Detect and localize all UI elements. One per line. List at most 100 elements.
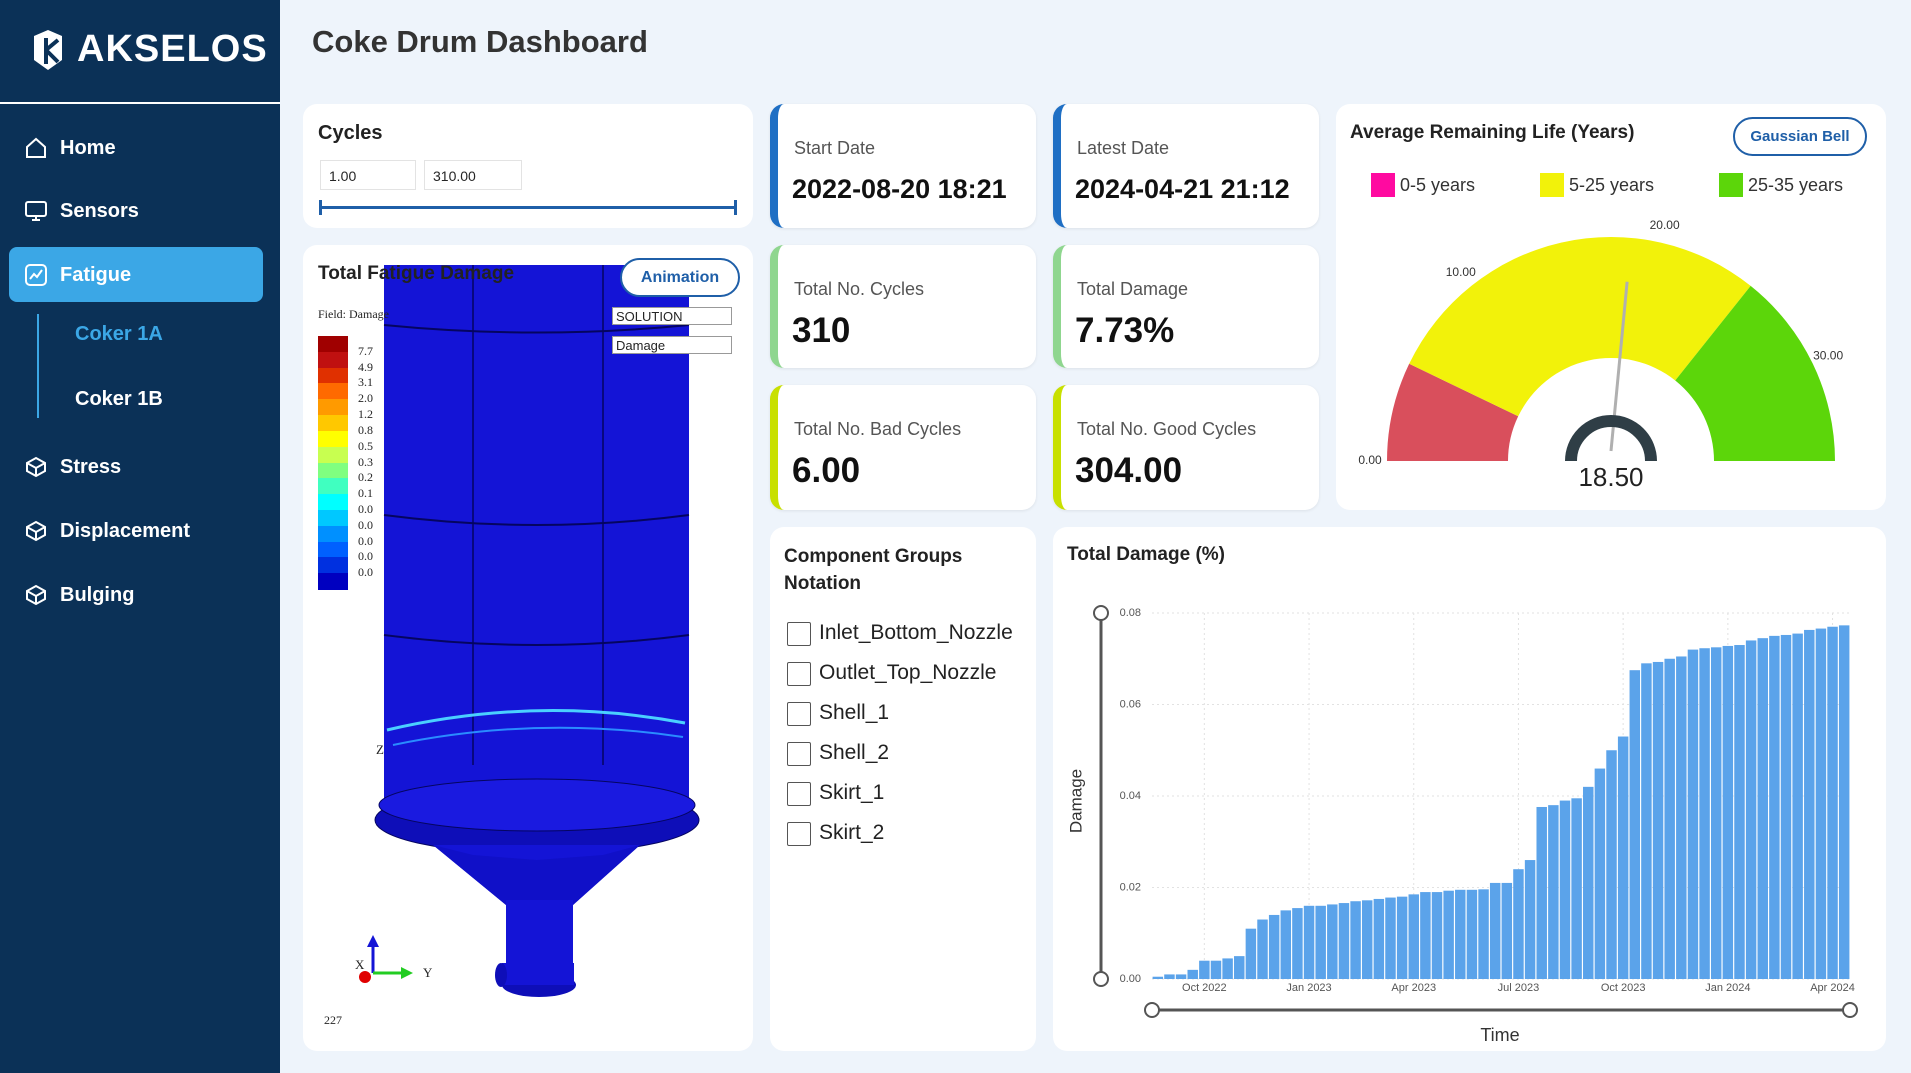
checkbox-label[interactable]: Outlet_Top_Nozzle — [819, 661, 997, 684]
nav-item[interactable]: Fatigue — [60, 264, 132, 286]
logo-icon — [34, 30, 62, 70]
logo-text: AKSELOS — [77, 28, 268, 70]
stress-icon — [26, 456, 46, 478]
kpi-card: Latest Date 2024-04-21 21:12 — [1053, 104, 1319, 228]
colorbar-swatch — [318, 509, 348, 527]
axis-label: Y — [423, 965, 433, 980]
colorbar-label: 0.3 — [358, 454, 373, 469]
checkbox-label[interactable]: Inlet_Bottom_Nozzle — [819, 621, 1013, 644]
bulging-icon — [26, 584, 46, 606]
gauge-panel: Average Remaining Life (Years) Gaussian … — [1336, 104, 1886, 510]
colorbar-swatch — [318, 351, 348, 369]
kpi-value: 310 — [792, 311, 851, 350]
colorbar-label: 1.2 — [358, 407, 373, 422]
sidebar: AKSELOS Home Sensors Fatigue Coker 1A Co… — [0, 0, 280, 1073]
max-input[interactable]: 310.00 — [424, 160, 522, 190]
checkbox[interactable] — [787, 822, 811, 846]
gaussian-bell-button[interactable]: Gaussian Bell — [1733, 117, 1867, 156]
colorbar-swatch — [318, 415, 348, 432]
checkbox[interactable] — [787, 662, 811, 686]
colorbar-label: 0.0 — [358, 501, 373, 516]
kpi-label: Start Date — [794, 138, 876, 158]
colorbar-swatch — [318, 462, 348, 479]
checkbox[interactable] — [787, 702, 811, 726]
slider-handle[interactable] — [734, 200, 737, 215]
colorbar-swatch — [318, 367, 348, 384]
kpi-value: 2024-04-21 21:12 — [1075, 174, 1290, 204]
fatigue-panel: Total Fatigue Damage Animation SOLUTION … — [303, 245, 753, 1051]
checkbox-label[interactable]: Shell_1 — [819, 701, 890, 724]
colorbar-swatch — [318, 557, 348, 574]
colorbar-swatch — [318, 430, 348, 448]
kpi-value: 304.00 — [1075, 451, 1183, 490]
colorbar-swatch — [318, 336, 348, 353]
panel-title: Cycles — [318, 122, 383, 144]
min-input[interactable]: 1.00 — [320, 160, 416, 190]
colorbar-swatch — [318, 383, 348, 400]
kpi-card: Total No. Cycles 310 — [770, 245, 1036, 368]
active-nav — [9, 247, 263, 302]
fatigue-icon — [25, 264, 47, 286]
checkbox[interactable] — [787, 622, 811, 646]
colorbar-label: 7.7 — [358, 343, 373, 358]
displacement-icon — [26, 520, 46, 542]
subnav-line — [37, 314, 39, 418]
nav-item[interactable]: Stress — [60, 456, 122, 478]
components-panel: Component Groups Notation Inlet_Bottom_N… — [770, 527, 1036, 1051]
kpi-value: 6.00 — [792, 451, 861, 490]
divider — [0, 102, 280, 104]
checkbox-label[interactable]: Shell_2 — [819, 741, 890, 764]
cycles-panel: Cycles 1.00 310.00 — [303, 104, 753, 228]
frame-label: 227 — [324, 1013, 342, 1027]
checkbox[interactable] — [787, 782, 811, 806]
field-label: Field: Damage — [318, 307, 389, 321]
slider-handle[interactable] — [319, 200, 322, 215]
select[interactable]: Damage — [612, 336, 732, 354]
axis-label: Z — [376, 742, 384, 757]
axis-label: X — [355, 957, 365, 972]
sensors-icon — [25, 201, 47, 221]
home-icon — [26, 137, 46, 158]
panel-title: Component Groups Notation — [784, 546, 963, 594]
kpi-card: Start Date 2022-08-20 18:21 — [770, 104, 1036, 228]
colorbar-swatch — [318, 525, 348, 543]
colorbar-label: 4.9 — [358, 359, 373, 374]
colorbar-label: 0.0 — [358, 533, 373, 548]
colorbar-label: 2.0 — [358, 391, 373, 406]
nav-subitem[interactable]: Coker 1B — [75, 388, 163, 410]
checkbox-label[interactable]: Skirt_1 — [819, 781, 885, 804]
colorbar-swatch — [318, 399, 348, 416]
kpi-label: Total No. Cycles — [794, 279, 925, 299]
colorbar-label: 0.2 — [358, 470, 373, 485]
nav-item[interactable]: Sensors — [60, 200, 139, 222]
kpi-label: Total No. Bad Cycles — [794, 419, 962, 439]
kpi-card: Total Damage 7.73% — [1053, 245, 1319, 368]
animation-button[interactable]: Animation — [620, 258, 740, 297]
kpi-label: Total No. Good Cycles — [1077, 419, 1257, 439]
colorbar-swatch — [318, 478, 348, 495]
checkbox-label[interactable]: Skirt_2 — [819, 821, 885, 844]
panel-title: Average Remaining Life (Years) — [1350, 122, 1635, 143]
colorbar-label: 3.1 — [358, 375, 373, 390]
range-slider[interactable] — [320, 206, 736, 209]
damage-chart-panel: Total Damage (%) — [1053, 527, 1886, 1051]
nav-item[interactable]: Bulging — [60, 584, 135, 606]
panel-title: Total Damage (%) — [1067, 544, 1226, 565]
kpi-value: 7.73% — [1075, 311, 1175, 350]
kpi-value: 2022-08-20 18:21 — [792, 174, 1007, 204]
nav-item[interactable]: Displacement — [60, 520, 191, 542]
colorbar-swatch — [318, 446, 348, 463]
colorbar-label: 0.1 — [358, 486, 373, 501]
page-title: Coke Drum Dashboard — [312, 24, 648, 59]
kpi-card: Total No. Bad Cycles 6.00 — [770, 385, 1036, 510]
colorbar-label: 0.0 — [358, 549, 373, 564]
colorbar-label: 0.8 — [358, 422, 373, 437]
panel-title: Total Fatigue Damage — [318, 263, 515, 284]
nav-subitem[interactable]: Coker 1A — [75, 323, 163, 345]
colorbar-swatch — [318, 541, 348, 558]
kpi-label: Total Damage — [1077, 279, 1189, 299]
colorbar-label: 0.0 — [358, 517, 373, 532]
nav-item[interactable]: Home — [60, 137, 116, 159]
select[interactable]: SOLUTION — [612, 307, 732, 325]
checkbox[interactable] — [787, 742, 811, 766]
